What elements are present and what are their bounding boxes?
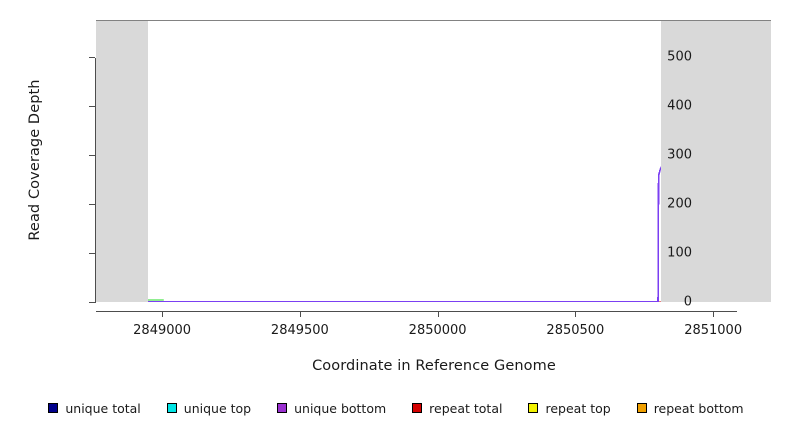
legend-color-swatch [412,403,423,413]
legend-label: unique bottom [294,400,387,416]
x-tick-mark [437,311,439,317]
x-tick-label: 2850000 [408,323,467,338]
x-tick-label: 2851000 [684,323,743,338]
x-axis-title: Coordinate in Reference Genome [312,358,556,374]
legend-item[interactable]: repeat bottom [636,400,744,416]
y-tick-label: 200 [667,196,692,212]
y-tick-mark [89,302,95,303]
legend-color-swatch [528,403,539,413]
y-axis-title: Read Coverage Depth [27,79,43,241]
x-tick-mark [713,311,715,317]
x-tick-mark [299,311,301,317]
y-tick-label: 0 [683,294,692,310]
legend-color-swatch [48,403,59,413]
y-tick-mark [89,252,95,254]
y-tick-mark [89,203,95,205]
y-tick-label: 400 [667,98,692,114]
plot-area [96,20,771,302]
shaded-region [96,20,149,302]
x-tick-label: 2850500 [546,323,605,338]
plot-top-border [96,20,771,21]
x-tick-label: 2849000 [133,323,192,338]
y-axis-line [95,58,96,303]
shaded-region [660,20,771,302]
legend-label: repeat total [429,400,503,416]
legend-label: repeat bottom [653,400,744,416]
x-tick-mark [162,311,164,317]
x-tick-label: 2849500 [270,323,329,338]
legend-label: unique total [65,400,141,416]
y-tick-mark [89,154,95,156]
legend-label: unique top [183,400,252,416]
x-axis-line [96,311,737,312]
y-tick-label: 300 [667,147,692,163]
legend-color-swatch [636,403,647,413]
legend-item[interactable]: repeat total [412,401,502,416]
y-tick-label: 100 [667,245,692,261]
chart-legend: unique total unique top unique bottom repea… [0,398,792,418]
y-tick-label: 500 [667,49,692,65]
y-tick-mark [89,105,95,107]
legend-item[interactable]: unique top [166,400,252,416]
legend-item[interactable]: repeat top [528,400,611,416]
x-tick-mark [575,311,577,317]
baseline-green-segment [147,299,164,302]
legend-item[interactable]: unique total [48,400,141,416]
legend-color-swatch [166,403,177,413]
legend-item[interactable]: unique bottom [277,401,386,416]
legend-color-swatch [277,403,288,413]
legend-label: repeat top [545,400,611,416]
y-tick-mark [89,56,95,58]
